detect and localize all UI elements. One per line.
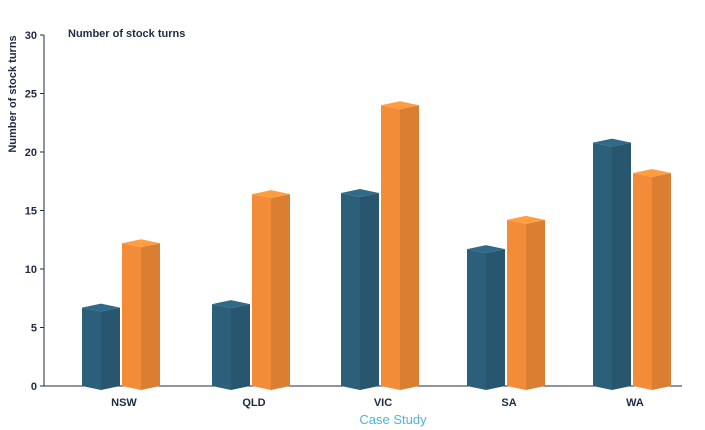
category-labels: NSW QLD VIC SA WA	[111, 397, 644, 409]
bars	[82, 101, 671, 390]
bar-nsw-series-1	[82, 303, 120, 390]
bar-nsw-series-2	[122, 239, 160, 390]
category-label: WA	[626, 397, 644, 409]
y-tick-label: 0	[31, 381, 37, 393]
y-tick-label: 30	[25, 30, 37, 42]
y-tick-label: 25	[25, 89, 37, 101]
y-tick-label: 15	[25, 206, 37, 218]
bar-qld-series-2	[252, 190, 290, 390]
bar-sa-series-1	[467, 245, 505, 390]
category-label: SA	[501, 397, 516, 409]
bar-wa-series-1	[593, 138, 631, 390]
bar-vic-series-1	[341, 188, 379, 390]
bar-qld-series-1	[212, 300, 250, 390]
category-label: VIC	[374, 397, 392, 409]
bar-wa-series-2	[633, 169, 671, 390]
bar-vic-series-2	[381, 101, 419, 390]
category-label: QLD	[242, 397, 265, 409]
y-tick-label: 5	[31, 323, 37, 335]
x-axis-title: Case Study	[359, 412, 427, 427]
category-label: NSW	[111, 397, 137, 409]
y-tick-label: 20	[25, 147, 37, 159]
bar-sa-series-2	[507, 215, 545, 390]
y-axis-title: Number of stock turns	[7, 35, 19, 152]
chart-title: Number of stock turns	[68, 28, 185, 40]
y-tick-label: 10	[25, 264, 37, 276]
y-ticks: 0 5 10 15 20 25 30	[25, 30, 44, 393]
